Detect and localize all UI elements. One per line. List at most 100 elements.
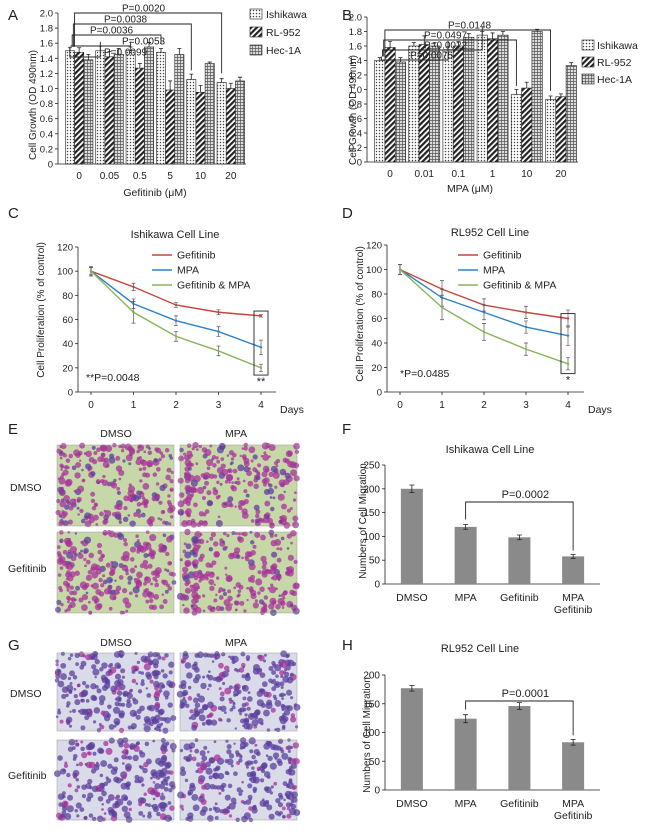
stained-cell: [265, 754, 269, 758]
stained-cell: [224, 545, 228, 550]
stained-cell: [231, 655, 239, 663]
stained-cell: [285, 450, 293, 458]
stained-cell: [167, 702, 173, 708]
stained-cell: [147, 659, 154, 666]
stained-cell: [101, 685, 108, 691]
stained-cell: [157, 709, 164, 716]
stained-cell: [281, 806, 286, 811]
stained-cell: [161, 760, 167, 766]
stained-cell: [248, 446, 256, 454]
stained-cell: [57, 710, 62, 715]
stained-cell: [217, 515, 221, 519]
stained-cell: [197, 778, 205, 785]
stained-cell: [270, 540, 277, 547]
stained-cell: [230, 764, 234, 768]
stained-cell: [161, 593, 165, 596]
stained-cell: [166, 569, 170, 573]
stained-cell: [289, 672, 294, 677]
stained-cell: [169, 479, 174, 484]
stained-cell: [75, 802, 82, 809]
stained-cell: [167, 506, 174, 514]
stained-cell: [114, 679, 121, 687]
stained-cell: [187, 455, 192, 460]
y-tick-label: 150: [363, 699, 380, 710]
stained-cell: [248, 806, 253, 811]
stained-cell: [192, 697, 199, 704]
stained-cell: [81, 751, 88, 759]
stained-cell: [199, 809, 207, 816]
stained-cell: [120, 782, 128, 790]
bar-rl-952: [74, 51, 85, 165]
stained-cell: [82, 654, 86, 658]
stained-cell: [99, 700, 105, 706]
stained-cell: [67, 600, 70, 604]
stained-cell: [224, 711, 227, 715]
stained-cell: [143, 663, 151, 671]
stained-cell: [200, 793, 205, 798]
stained-cell: [186, 519, 193, 526]
stained-cell: [72, 551, 77, 556]
stained-cell: [54, 668, 62, 676]
error-bar: [168, 80, 173, 91]
stained-cell: [90, 498, 96, 504]
bar-hec-1a: [497, 34, 509, 163]
stained-cell: [255, 578, 263, 586]
stained-cell: [223, 502, 227, 506]
stained-cell: [152, 472, 158, 477]
stained-cell: [127, 755, 133, 760]
stained-cell: [257, 591, 261, 595]
stained-cell: [283, 490, 286, 494]
stained-cell: [253, 478, 258, 483]
stained-cell: [146, 674, 153, 680]
bar-rl-952: [384, 47, 396, 163]
stained-cell: [194, 748, 200, 754]
stained-cell: [226, 534, 230, 538]
stained-cell: [190, 714, 197, 721]
stained-cell: [138, 467, 143, 472]
stained-cell: [182, 452, 187, 456]
data-point: [482, 330, 486, 334]
stained-cell: [141, 783, 145, 787]
error-bar: [409, 684, 415, 692]
stained-cell: [67, 676, 72, 681]
stained-cell: [113, 766, 119, 772]
stained-cell: [114, 513, 122, 520]
stained-cell: [84, 512, 91, 520]
stained-cell: [290, 713, 296, 718]
panel-c: C Ishikawa Cell Line Cell Proliferation …: [8, 205, 304, 416]
stained-cell: [203, 573, 209, 579]
stained-cell: [286, 806, 291, 811]
stained-cell: [179, 558, 183, 562]
stained-cell: [244, 551, 252, 558]
stained-cell: [88, 813, 94, 818]
stained-cell: [146, 553, 150, 557]
stained-cell: [137, 513, 142, 518]
stained-cell: [255, 509, 261, 515]
stained-cell: [61, 810, 67, 816]
stained-cell: [56, 599, 62, 605]
stained-cell: [151, 670, 158, 677]
stained-cell: [85, 591, 89, 595]
stained-cell: [277, 738, 284, 744]
stained-cell: [263, 451, 267, 455]
stained-cell: [121, 702, 126, 707]
stained-cell: [272, 574, 278, 581]
stained-cell: [134, 651, 138, 655]
stained-cell: [87, 743, 95, 751]
migration-bar: [562, 556, 585, 584]
stained-cell: [91, 785, 99, 793]
stained-cell: [218, 662, 224, 669]
stained-cell: [233, 689, 240, 696]
stained-cell: [122, 762, 125, 765]
stained-cell: [272, 496, 276, 500]
stained-cell: [281, 708, 285, 711]
stained-cell: [88, 552, 95, 559]
migration-bar: [454, 526, 477, 584]
stained-cell: [170, 488, 173, 492]
stained-cell: [56, 448, 62, 454]
stained-cell: [178, 455, 185, 462]
stained-cell: [66, 588, 70, 592]
significance-bracket: [70, 41, 132, 47]
y-tick-label: 200: [363, 484, 380, 495]
